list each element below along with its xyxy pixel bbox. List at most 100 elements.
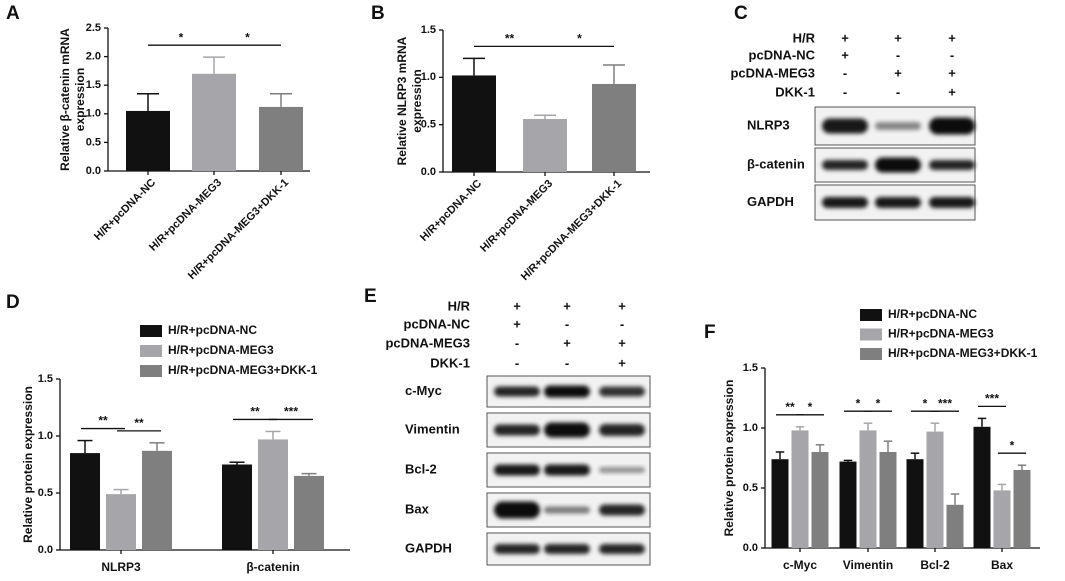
panel-letter: F bbox=[704, 322, 716, 343]
blot-band bbox=[599, 504, 645, 516]
condition-label: pcDNA-MEG3 bbox=[730, 65, 815, 80]
y-tick-label: 0.0 bbox=[743, 542, 758, 554]
legend-swatch bbox=[860, 348, 882, 360]
legend-label: H/R+pcDNA-MEG3+DKK-1 bbox=[888, 346, 1038, 360]
y-axis-label: expression bbox=[73, 68, 87, 131]
x-tick-label: c-Myc bbox=[783, 558, 817, 572]
condition-sign: + bbox=[948, 30, 956, 45]
y-tick-label: 0.5 bbox=[86, 136, 101, 148]
y-tick-label: 2.0 bbox=[86, 51, 101, 63]
x-tick-label: H/R+pcDNA-MEG3 bbox=[478, 178, 555, 255]
condition-sign: - bbox=[896, 47, 900, 62]
band-label: β-catenin bbox=[747, 156, 805, 171]
condition-sign: + bbox=[841, 47, 849, 62]
blot-band bbox=[875, 157, 921, 173]
condition-sign: + bbox=[513, 298, 521, 313]
bar bbox=[859, 430, 877, 548]
significance-label: ** bbox=[505, 32, 515, 46]
legend-label: H/R+pcDNA-MEG3 bbox=[888, 327, 994, 341]
blot-band bbox=[494, 386, 540, 397]
significance-label: * bbox=[856, 396, 861, 410]
significance-label: * bbox=[923, 396, 928, 410]
bar bbox=[946, 504, 964, 548]
bar bbox=[259, 106, 303, 171]
y-tick-label: 0.5 bbox=[421, 119, 436, 131]
y-tick-label: 1.0 bbox=[86, 108, 101, 120]
band-label: GAPDH bbox=[747, 194, 794, 209]
band-label: Vimentin bbox=[405, 421, 460, 436]
blot-band bbox=[822, 160, 868, 170]
blot-band bbox=[875, 122, 921, 130]
legend-swatch bbox=[860, 309, 882, 321]
condition-sign: + bbox=[513, 316, 521, 331]
y-tick-label: 0.0 bbox=[421, 166, 436, 178]
significance-label: *** bbox=[985, 392, 999, 406]
condition-sign: + bbox=[563, 335, 571, 350]
bar bbox=[294, 475, 324, 550]
significance-label: ** bbox=[250, 405, 260, 419]
blot-band bbox=[929, 117, 975, 135]
significance-label: ** bbox=[134, 416, 144, 430]
condition-label: H/R bbox=[448, 298, 471, 313]
condition-sign: - bbox=[620, 316, 624, 331]
bar bbox=[192, 73, 236, 171]
legend-label: H/R+pcDNA-NC bbox=[168, 323, 257, 337]
blot-band bbox=[544, 385, 590, 398]
band-label: Bcl-2 bbox=[405, 461, 437, 476]
blot-band bbox=[822, 197, 868, 208]
condition-sign: - bbox=[896, 84, 900, 99]
blot-band bbox=[599, 467, 645, 473]
bar bbox=[791, 430, 809, 548]
significance-label: * bbox=[577, 32, 582, 46]
band-label: NLRP3 bbox=[747, 117, 790, 132]
y-tick-label: 1.5 bbox=[38, 373, 53, 385]
panel-letter: A bbox=[6, 3, 20, 24]
panel-letter: B bbox=[371, 3, 385, 24]
band-label: Bax bbox=[405, 501, 430, 516]
bar bbox=[993, 490, 1011, 548]
condition-label: DKK-1 bbox=[775, 84, 815, 99]
condition-label: pcDNA-NC bbox=[404, 316, 471, 331]
x-tick-label: NLRP3 bbox=[101, 560, 141, 574]
bar bbox=[973, 426, 991, 548]
panel-letter: E bbox=[364, 286, 377, 307]
condition-sign: - bbox=[565, 355, 569, 370]
blot-band bbox=[599, 424, 645, 436]
significance-label: * bbox=[245, 30, 250, 44]
significance-label: * bbox=[1010, 438, 1015, 452]
y-tick-label: 1.0 bbox=[421, 71, 436, 83]
condition-sign: + bbox=[841, 30, 849, 45]
legend-label: H/R+pcDNA-MEG3+DKK-1 bbox=[168, 363, 318, 377]
significance-label: ** bbox=[98, 414, 108, 428]
y-axis-label: expression bbox=[410, 69, 424, 132]
legend-swatch bbox=[140, 365, 162, 377]
condition-sign: - bbox=[565, 316, 569, 331]
bar bbox=[1013, 470, 1031, 548]
blot-band bbox=[929, 160, 975, 170]
x-tick-label: H/R+pcDNA-NC bbox=[92, 177, 158, 243]
legend-swatch bbox=[140, 345, 162, 357]
blot-band bbox=[494, 544, 540, 554]
bar bbox=[142, 450, 172, 550]
condition-sign: - bbox=[515, 355, 519, 370]
condition-sign: + bbox=[563, 298, 571, 313]
condition-sign: + bbox=[948, 65, 956, 80]
bar bbox=[258, 439, 288, 550]
x-tick-label: Bcl-2 bbox=[920, 558, 950, 572]
y-tick-label: 1.0 bbox=[38, 430, 53, 442]
blot-band bbox=[929, 197, 975, 208]
y-axis-label: Relative protein expression bbox=[21, 386, 35, 543]
bar bbox=[523, 118, 567, 172]
condition-sign: + bbox=[618, 298, 626, 313]
condition-sign: + bbox=[618, 335, 626, 350]
y-axis-label: Relative protein expression bbox=[722, 380, 736, 537]
blot-band bbox=[494, 424, 540, 436]
blot-band bbox=[544, 422, 590, 438]
significance-label: * bbox=[179, 30, 184, 44]
band-label: GAPDH bbox=[405, 540, 452, 555]
bar bbox=[106, 494, 136, 550]
blot-band bbox=[599, 386, 645, 397]
condition-sign: + bbox=[894, 65, 902, 80]
blot-band bbox=[544, 464, 590, 476]
